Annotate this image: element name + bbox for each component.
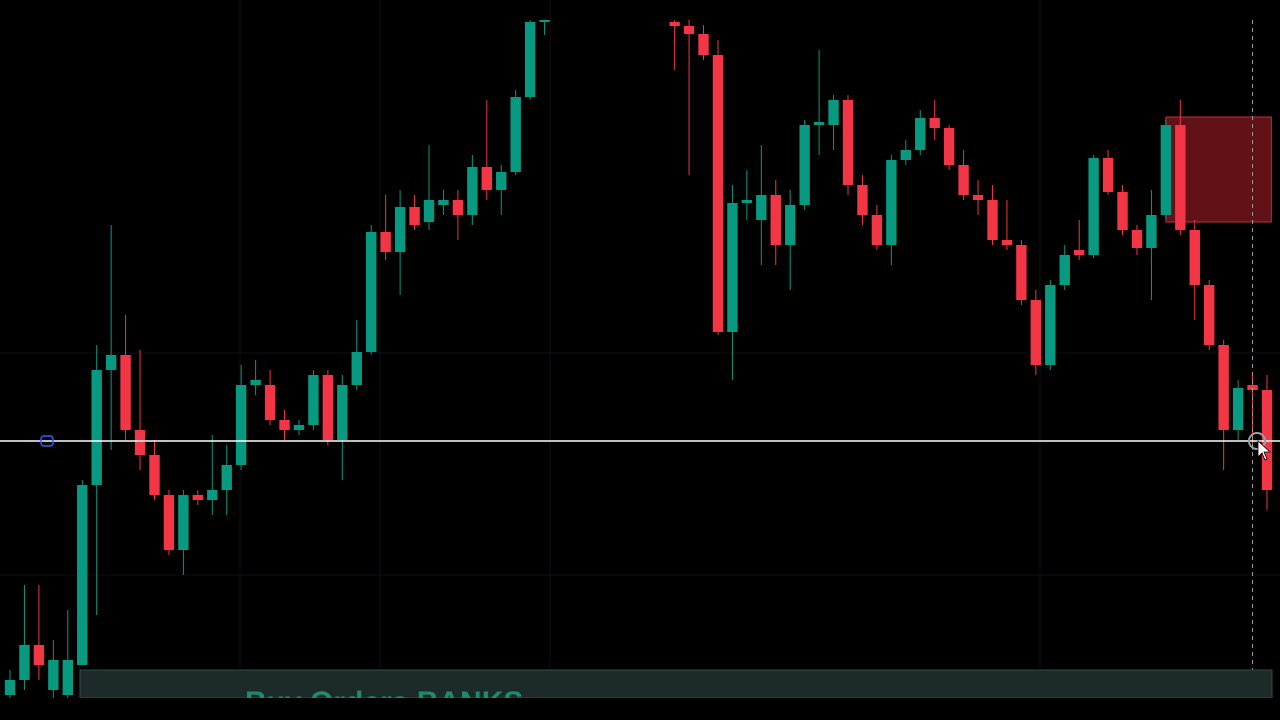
candle-body xyxy=(163,495,175,550)
candle-body xyxy=(886,160,897,245)
candle-body xyxy=(33,645,45,665)
candle-body xyxy=(799,125,810,205)
line-handle xyxy=(1248,432,1266,450)
candle-body xyxy=(1131,230,1143,248)
candle-body xyxy=(1204,285,1215,345)
candle-body xyxy=(134,430,146,455)
candle-body xyxy=(1016,245,1027,300)
candle-body xyxy=(481,167,492,190)
candle-body xyxy=(77,485,88,665)
candle-body xyxy=(785,205,796,245)
candle-body xyxy=(698,34,709,55)
candle-body xyxy=(1261,390,1273,490)
candle-body xyxy=(1160,125,1172,215)
candle-body xyxy=(1030,300,1042,365)
candle-body xyxy=(91,370,102,485)
candle-body xyxy=(322,375,334,440)
candle-body xyxy=(972,195,984,200)
candle-body xyxy=(857,185,868,215)
candle-body xyxy=(207,490,218,500)
candle-body xyxy=(1102,158,1114,192)
candle-body xyxy=(221,465,232,490)
candle-body xyxy=(915,118,926,150)
annotation-band xyxy=(79,669,1273,699)
candle-body xyxy=(929,118,940,128)
candle-body xyxy=(770,195,781,245)
candle-body xyxy=(741,200,753,203)
candle-body xyxy=(308,375,319,425)
candle-body xyxy=(1189,230,1200,285)
candle-body xyxy=(438,200,449,205)
candle-body xyxy=(149,455,160,495)
candle-body xyxy=(19,645,30,680)
candle-body xyxy=(539,20,550,22)
candle-body xyxy=(958,165,969,195)
candle-body xyxy=(409,207,420,225)
candle-body xyxy=(1001,240,1013,245)
candle-body xyxy=(394,207,406,252)
candle-body xyxy=(683,26,695,34)
candle-body xyxy=(712,55,724,332)
candle-body xyxy=(1045,285,1056,365)
candle-body xyxy=(1247,385,1258,390)
candle-body xyxy=(756,195,767,220)
candle-body xyxy=(178,495,189,550)
candle-body xyxy=(524,22,536,97)
candle-body xyxy=(192,495,204,500)
candle-body xyxy=(510,97,521,172)
candle-body xyxy=(1218,345,1229,430)
plot xyxy=(0,20,1280,700)
candle-body xyxy=(496,172,507,190)
candle-body xyxy=(813,122,825,125)
candle-body xyxy=(842,100,854,185)
candle-body xyxy=(727,203,738,332)
candle-body xyxy=(120,355,131,430)
candle-body xyxy=(62,660,73,695)
candle-body xyxy=(1073,250,1085,255)
candle-body xyxy=(452,200,464,215)
candle-body xyxy=(1146,215,1157,248)
candle-body xyxy=(871,215,883,245)
candle-body xyxy=(669,22,680,26)
candle-body xyxy=(366,232,377,352)
line-handle xyxy=(40,435,54,447)
candle-body xyxy=(250,380,261,385)
candle-body xyxy=(943,128,955,165)
candle-body xyxy=(1117,192,1128,230)
candle-body xyxy=(1088,158,1099,255)
candle-body xyxy=(279,420,290,430)
bottom-edge xyxy=(0,698,1280,720)
candle-body xyxy=(380,232,391,252)
candle-body xyxy=(828,100,839,125)
candle-body xyxy=(351,352,362,385)
candle-body xyxy=(1175,125,1186,230)
candle-body xyxy=(423,200,435,222)
candle-body xyxy=(337,385,348,440)
candle-body xyxy=(1059,255,1070,285)
candle-body xyxy=(235,385,247,465)
candle-body xyxy=(264,385,276,420)
candle-body xyxy=(900,150,911,160)
candle-body xyxy=(4,680,16,695)
grid xyxy=(0,0,1280,670)
candle-body xyxy=(987,200,998,240)
candle-body xyxy=(48,660,59,690)
candle-body xyxy=(105,355,117,370)
candle-body xyxy=(467,167,478,215)
cursor xyxy=(1257,440,1272,461)
candle-body xyxy=(293,425,305,430)
candle-body xyxy=(1232,388,1244,430)
